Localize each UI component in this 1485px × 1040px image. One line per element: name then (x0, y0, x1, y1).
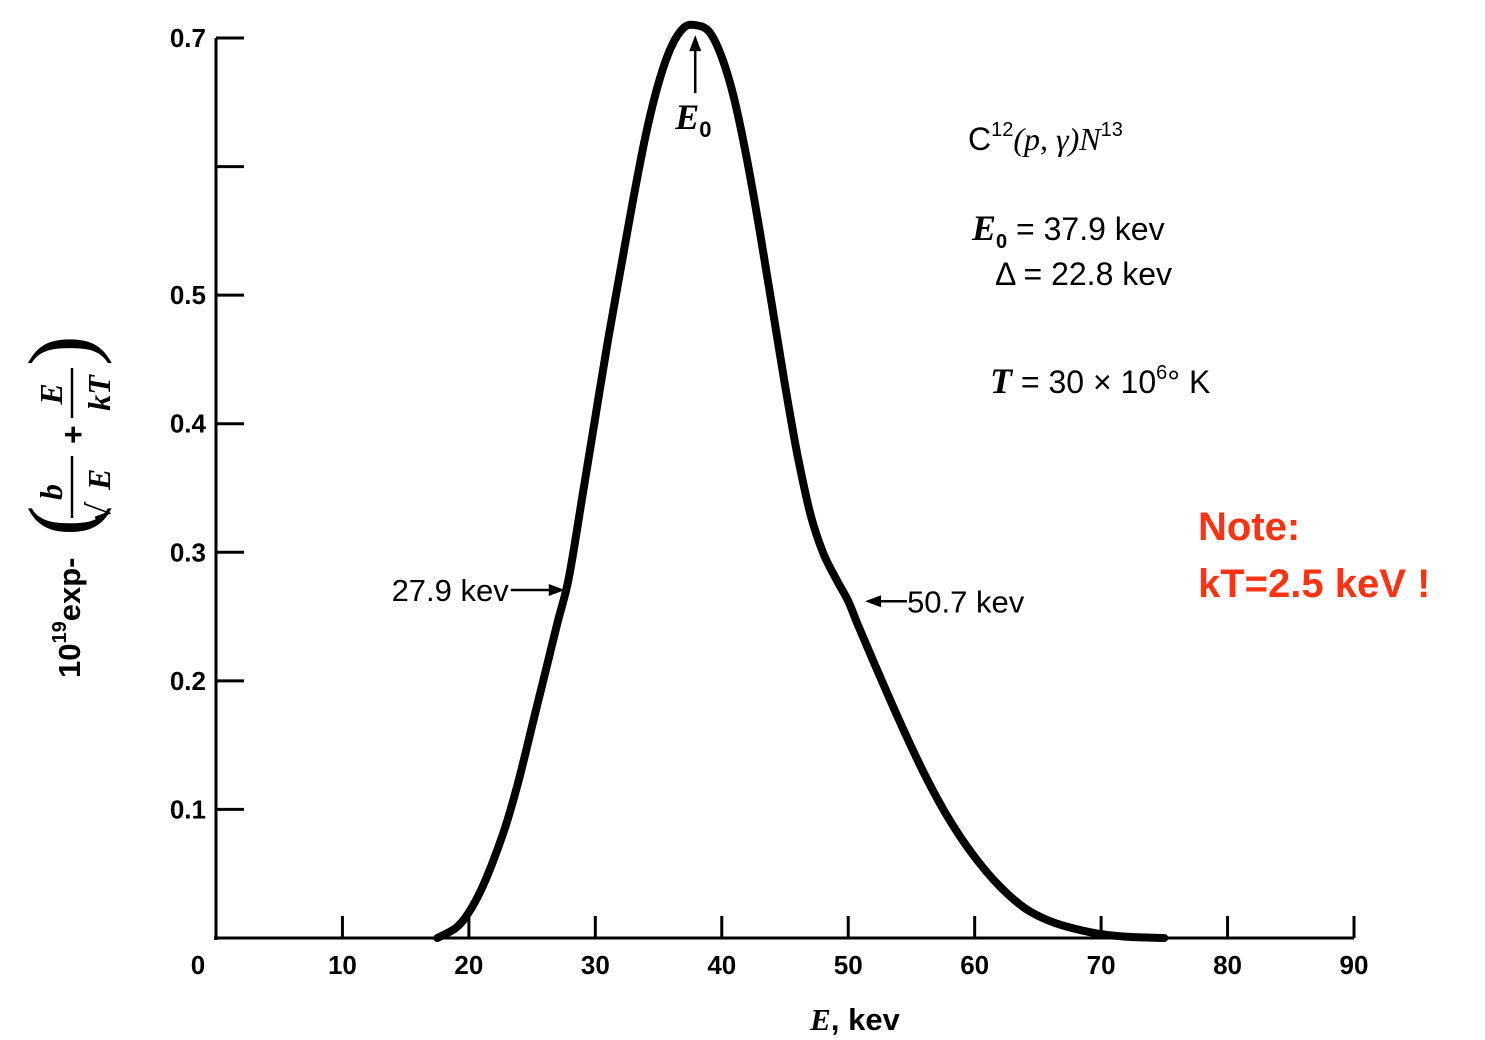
y-label-paren-close: ) (10, 335, 112, 366)
delta-value: Δ = 22.8 kev (995, 256, 1172, 292)
y-label-b: b (33, 484, 69, 500)
x-tick-label: 70 (1087, 950, 1116, 980)
x-tick-label: 90 (1340, 950, 1369, 980)
right-width-annotation: 50.7 kev (865, 584, 1025, 619)
y-label-kt: kT (81, 374, 117, 411)
e0-value: E0 = 37.9 kev (971, 208, 1165, 253)
reaction-label: C12(p, γ)N13 (968, 119, 1123, 157)
peak-arrow-head (689, 35, 702, 52)
peak-label: E0 (674, 97, 711, 142)
y-axis-label: 1019exp- ( b √ E + E kT ) (10, 335, 118, 678)
peak-annotation: E0 (674, 35, 711, 142)
y-label-paren-open: ( (10, 505, 112, 536)
note: Note: kT=2.5 keV ! (1198, 505, 1430, 606)
y-tick-label: 0.1 (170, 794, 206, 824)
y-tick-label: 0.4 (170, 409, 207, 439)
left-width-label: 27.9 kev (392, 573, 510, 608)
right-arrow-head (865, 595, 882, 608)
x-axis-label: E, kev (809, 1002, 900, 1037)
y-label-prefix: 1019exp- (49, 558, 87, 678)
y-label-root: √ (80, 501, 118, 522)
axes: 0 10 20 30 40 50 60 70 80 90 0.1 0.2 0.3 0.4 0.5 0.7 (170, 23, 1369, 980)
x-axis-label-var: E (809, 1002, 831, 1037)
x-ticks: 0 10 20 30 40 50 60 70 80 90 (191, 916, 1369, 980)
x-tick-label: 60 (960, 950, 989, 980)
y-tick-label: 0.3 (170, 537, 206, 567)
right-width-label: 50.7 kev (907, 584, 1025, 619)
x-tick-label: 0 (191, 950, 205, 980)
x-tick-label: 80 (1213, 950, 1242, 980)
y-label-plus: + (55, 425, 91, 444)
y-ticks: 0.1 0.2 0.3 0.4 0.5 0.7 (170, 23, 244, 824)
left-arrow-head (548, 584, 565, 596)
series-line (433, 20, 1169, 942)
x-axis-label-unit: , kev (831, 1002, 901, 1037)
left-width-annotation: 27.9 kev (392, 573, 565, 608)
y-tick-label: 0.2 (170, 666, 206, 696)
note-line-2: kT=2.5 keV ! (1198, 562, 1430, 606)
temperature-value: T = 30 × 106° K (990, 361, 1210, 401)
y-tick-label: 0.5 (170, 280, 206, 310)
x-tick-label: 10 (328, 950, 357, 980)
x-tick-label: 30 (581, 950, 610, 980)
note-line-1: Note: (1198, 505, 1300, 549)
x-tick-label: 40 (707, 950, 736, 980)
parameters-block: C12(p, γ)N13 E0 = 37.9 kev Δ = 22.8 kev … (968, 119, 1210, 401)
y-tick-label: 0.7 (170, 23, 206, 53)
y-label-e2: E (33, 383, 69, 405)
x-tick-label: 20 (454, 950, 483, 980)
y-label-e1: E (81, 469, 117, 491)
x-tick-label: 50 (834, 950, 863, 980)
